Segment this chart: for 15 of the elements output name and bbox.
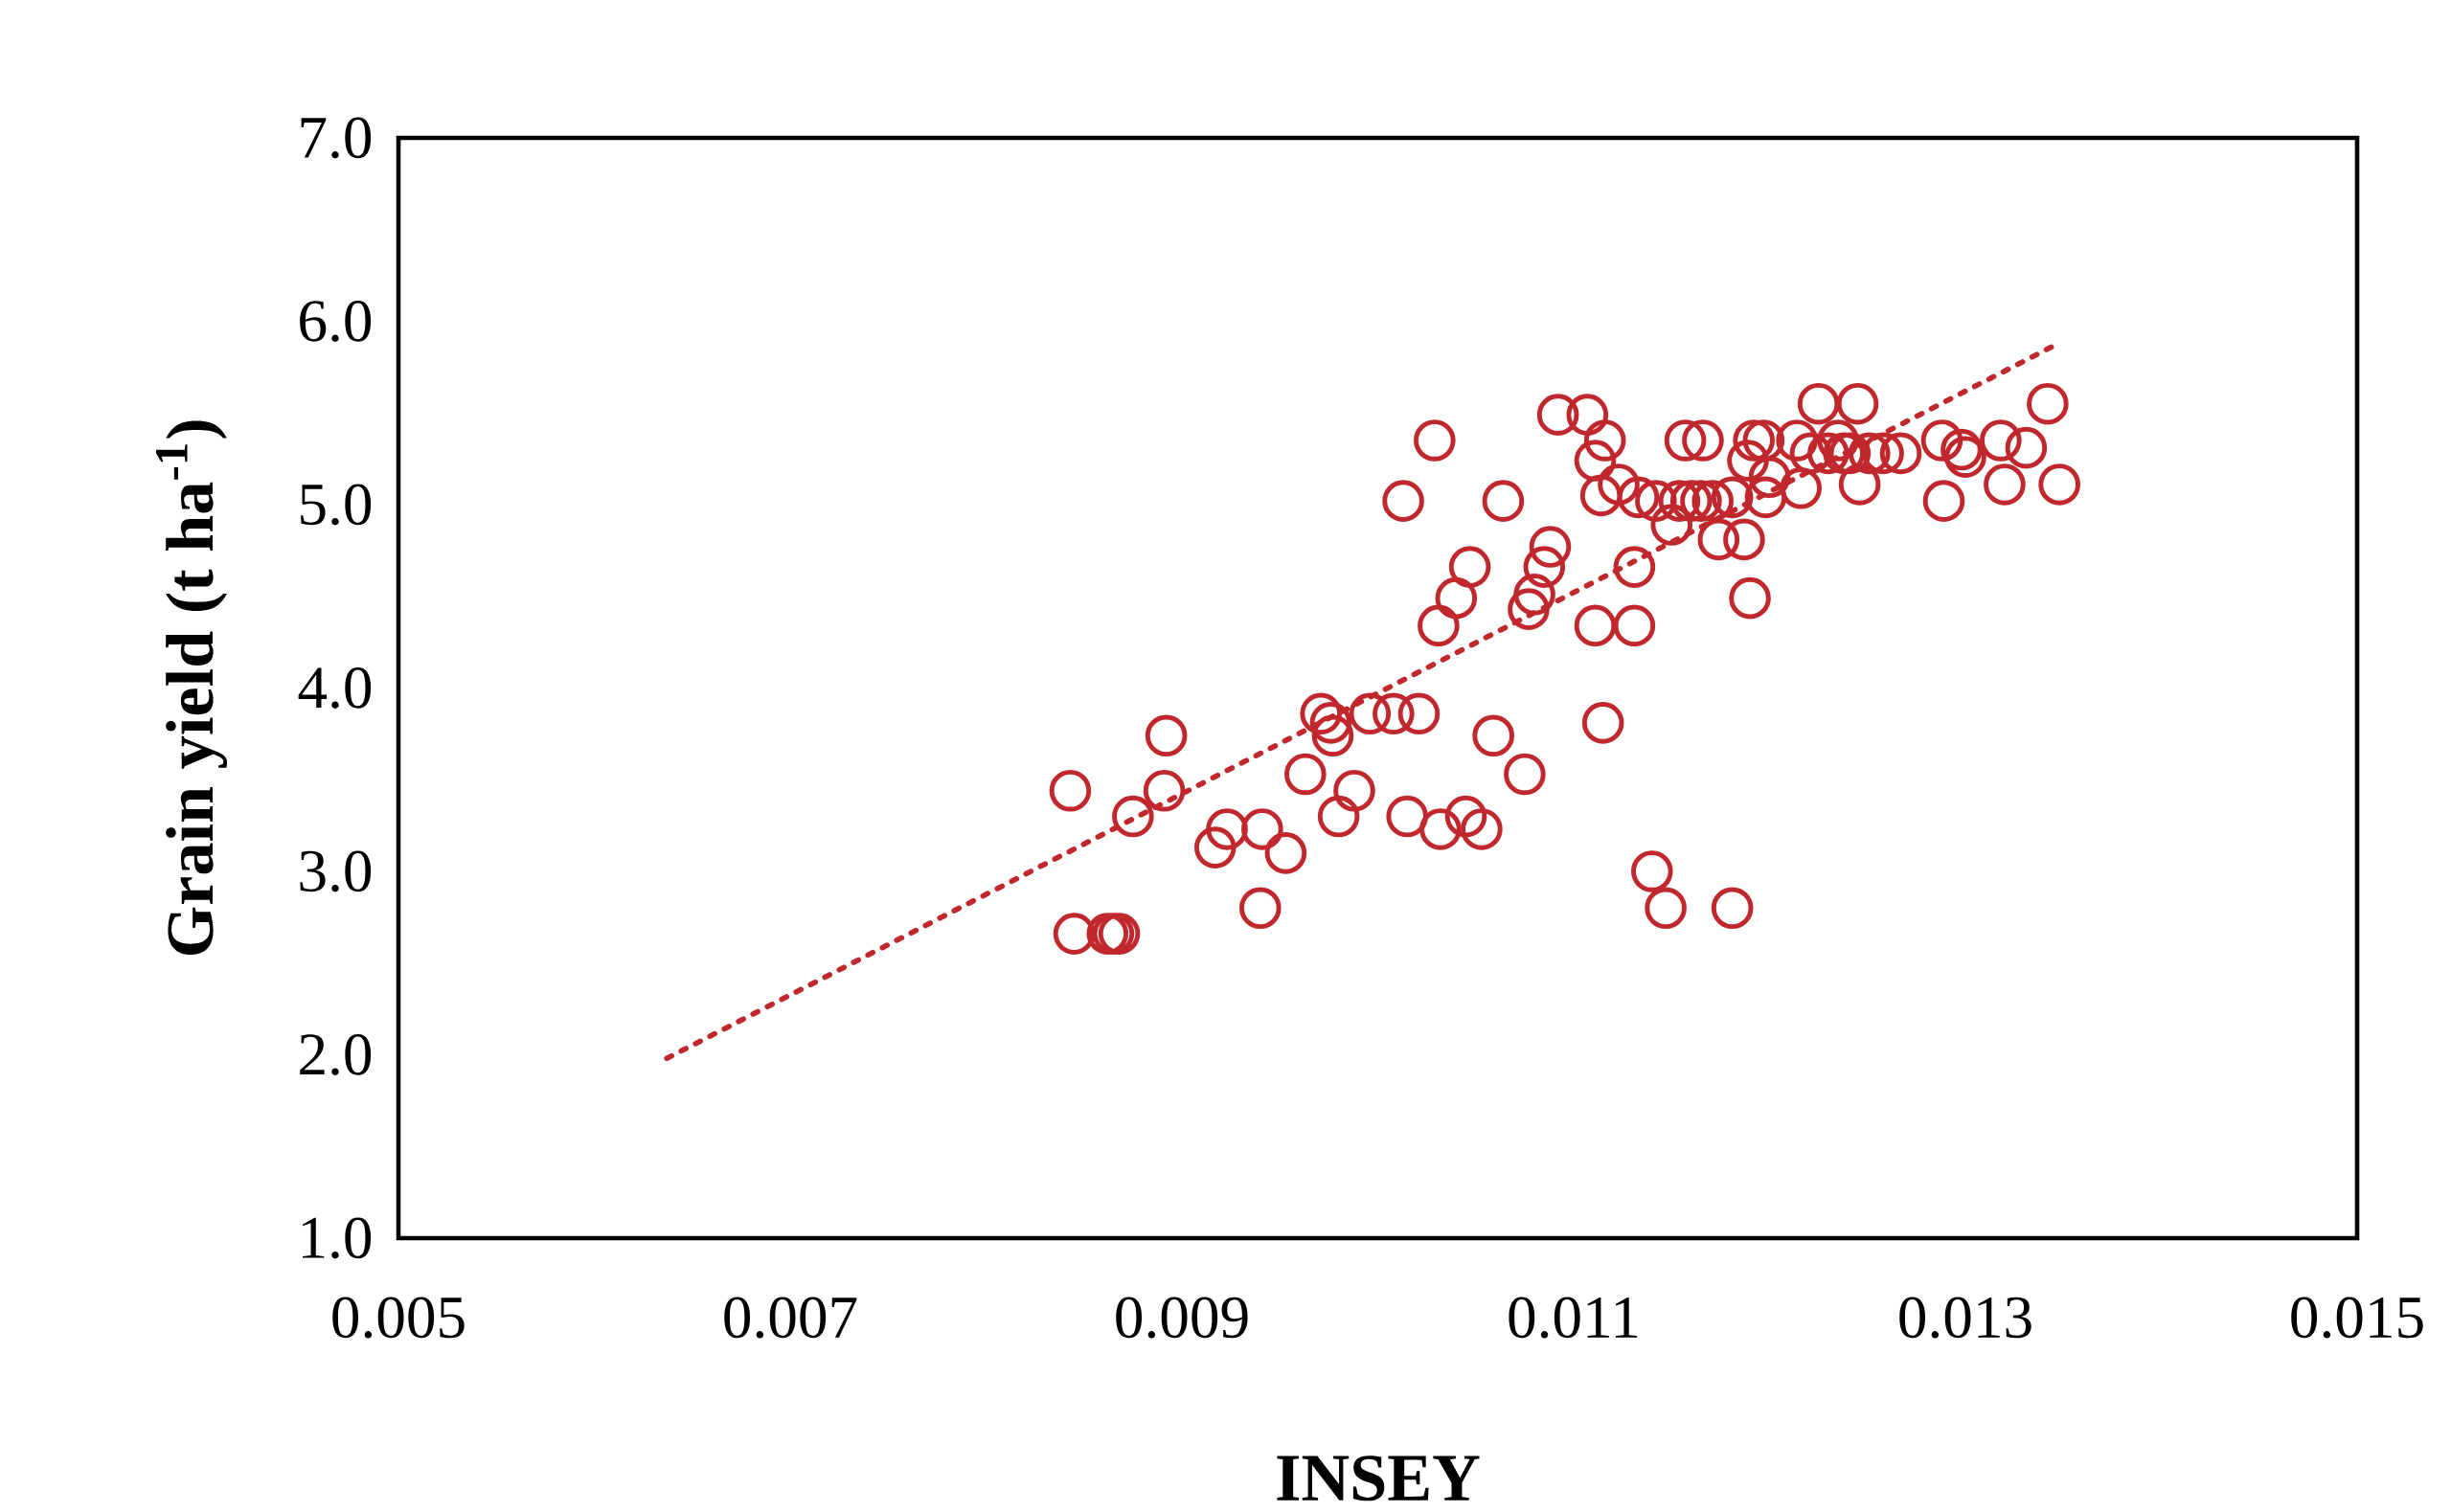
- y-tick-label: 1.0: [303, 1217, 372, 1259]
- x-tick-label: 0.015: [2291, 1297, 2423, 1339]
- y-tick-label: 7.0: [301, 117, 372, 159]
- y-tick-label: 2.0: [300, 1034, 372, 1075]
- x-tick-label: 0.009: [1116, 1297, 1248, 1339]
- x-tick-label: 0.013: [1899, 1297, 2031, 1339]
- y-tick-label: 5.0: [301, 484, 372, 526]
- y-axis-title: Grain yield (t ha$^{-1}$): [155, 420, 228, 956]
- x-tick-label: 0.007: [724, 1297, 857, 1339]
- x-tick-label: 0.011: [1509, 1297, 1638, 1339]
- y-tick-label: 4.0: [298, 667, 372, 709]
- x-tick-label: 0.005: [332, 1297, 465, 1339]
- y-tick-label: 3.0: [300, 850, 372, 892]
- x-axis-title: INSEY: [1277, 1456, 1480, 1501]
- y-tick-label: 6.0: [300, 301, 372, 342]
